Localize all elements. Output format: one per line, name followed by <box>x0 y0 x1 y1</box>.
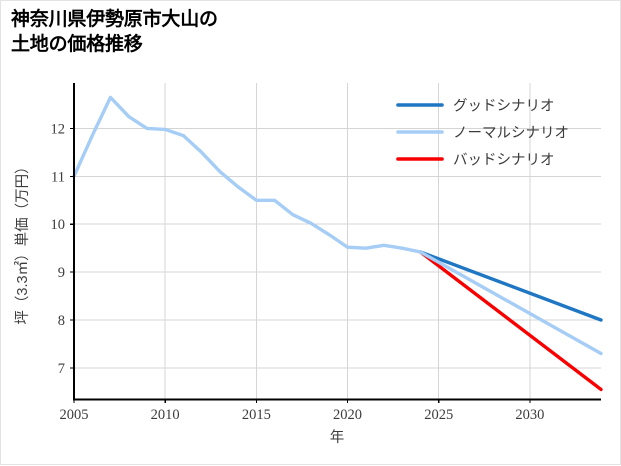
axis-spines <box>72 83 601 401</box>
y-axis-label: 坪（3.3㎡）単価（万円） <box>14 159 31 324</box>
legend-label-0: グッドシナリオ <box>453 98 555 115</box>
y-tick-label-9: 9 <box>58 265 65 281</box>
chart-title: 神奈川県伊勢原市大山の 土地の価格推移 <box>11 9 218 56</box>
x-axis-ticks: 2005 2010 2015 2020 2025 2030 <box>60 399 544 423</box>
x-tick-label-2030: 2030 <box>515 407 544 423</box>
x-tick-label-2020: 2020 <box>333 407 362 423</box>
y-tick-label-8: 8 <box>58 313 65 329</box>
x-tick-label-2025: 2025 <box>424 407 453 423</box>
legend-label-1: ノーマルシナリオ <box>453 126 569 142</box>
series-line-バッドシナリオ <box>418 250 603 392</box>
y-tick-label-12: 12 <box>51 121 66 137</box>
series-line-ノーマルシナリオ <box>72 95 603 356</box>
x-tick-label-2015: 2015 <box>242 407 271 423</box>
y-tick-label-10: 10 <box>51 217 66 233</box>
x-tick-label-2010: 2010 <box>151 407 180 423</box>
legend-label-2: バッドシナリオ <box>453 153 555 169</box>
series-group <box>72 95 603 392</box>
y-tick-label-11: 11 <box>51 169 65 185</box>
x-tick-label-2005: 2005 <box>60 407 89 423</box>
x-axis-label: 年 <box>330 429 345 446</box>
y-axis-ticks: 7 8 9 10 11 12 <box>51 121 74 377</box>
series-line-グッドシナリオ <box>418 250 603 322</box>
y-tick-label-7: 7 <box>58 361 65 377</box>
